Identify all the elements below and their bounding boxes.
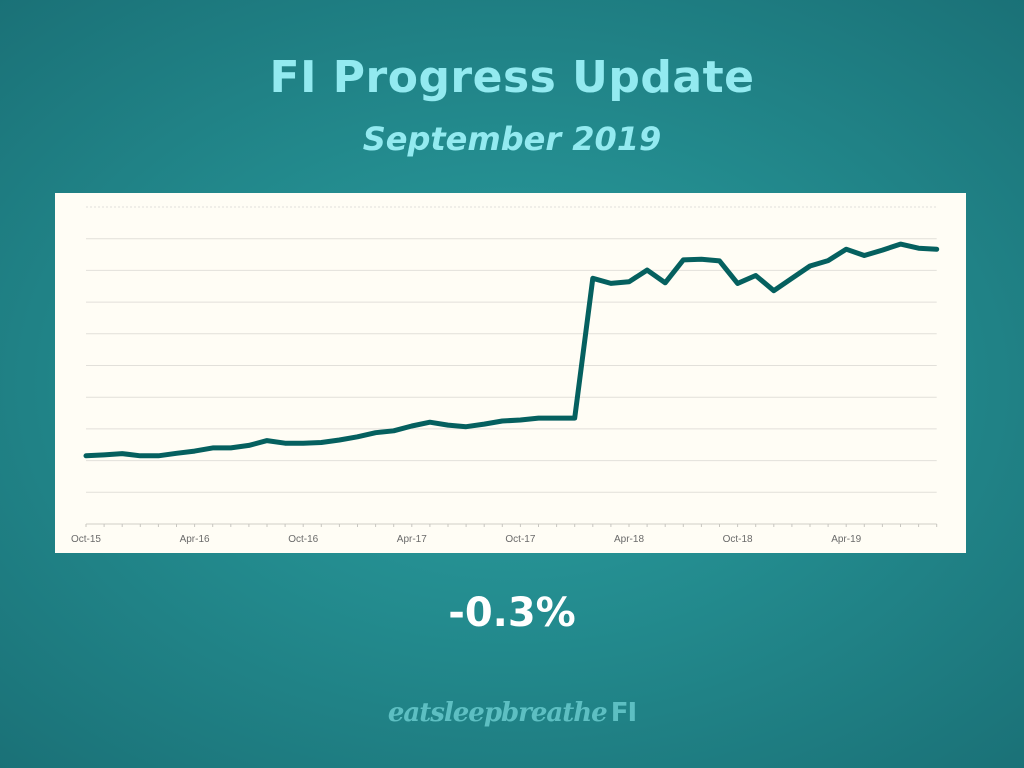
logo-bold: FI bbox=[610, 698, 637, 728]
series-line bbox=[83, 241, 940, 459]
line-chart-svg: Oct-15 Apr-16 Oct-16 Apr-17 Oct-17 Apr-18 Oct-… bbox=[71, 206, 940, 545]
x-tick-label: Oct-16 bbox=[288, 534, 318, 545]
logo: eatsleepbreathe FI bbox=[0, 698, 1024, 728]
x-tick-label: Apr-18 bbox=[614, 534, 644, 545]
page-title: FI Progress Update bbox=[269, 52, 755, 103]
chart: Oct-15 Apr-16 Oct-16 Apr-17 Oct-17 Apr-18 Oct-… bbox=[55, 193, 966, 553]
x-tick-label: Apr-16 bbox=[180, 534, 210, 545]
x-tick-label: Oct-15 bbox=[71, 534, 101, 545]
x-tick-label: Oct-17 bbox=[505, 534, 535, 545]
page-subtitle: September 2019 bbox=[362, 120, 662, 158]
change-value: -0.3% bbox=[448, 590, 576, 636]
gridlines bbox=[86, 206, 937, 525]
x-axis-ticks bbox=[85, 524, 938, 527]
x-tick-label: Apr-17 bbox=[397, 534, 427, 545]
x-tick-label: Oct-18 bbox=[723, 534, 753, 545]
x-tick-label: Apr-19 bbox=[831, 534, 861, 545]
logo-script: eatsleepbreathe bbox=[387, 698, 608, 728]
x-axis-labels: Oct-15 Apr-16 Oct-16 Apr-17 Oct-17 Apr-18 Oct-… bbox=[71, 534, 862, 545]
